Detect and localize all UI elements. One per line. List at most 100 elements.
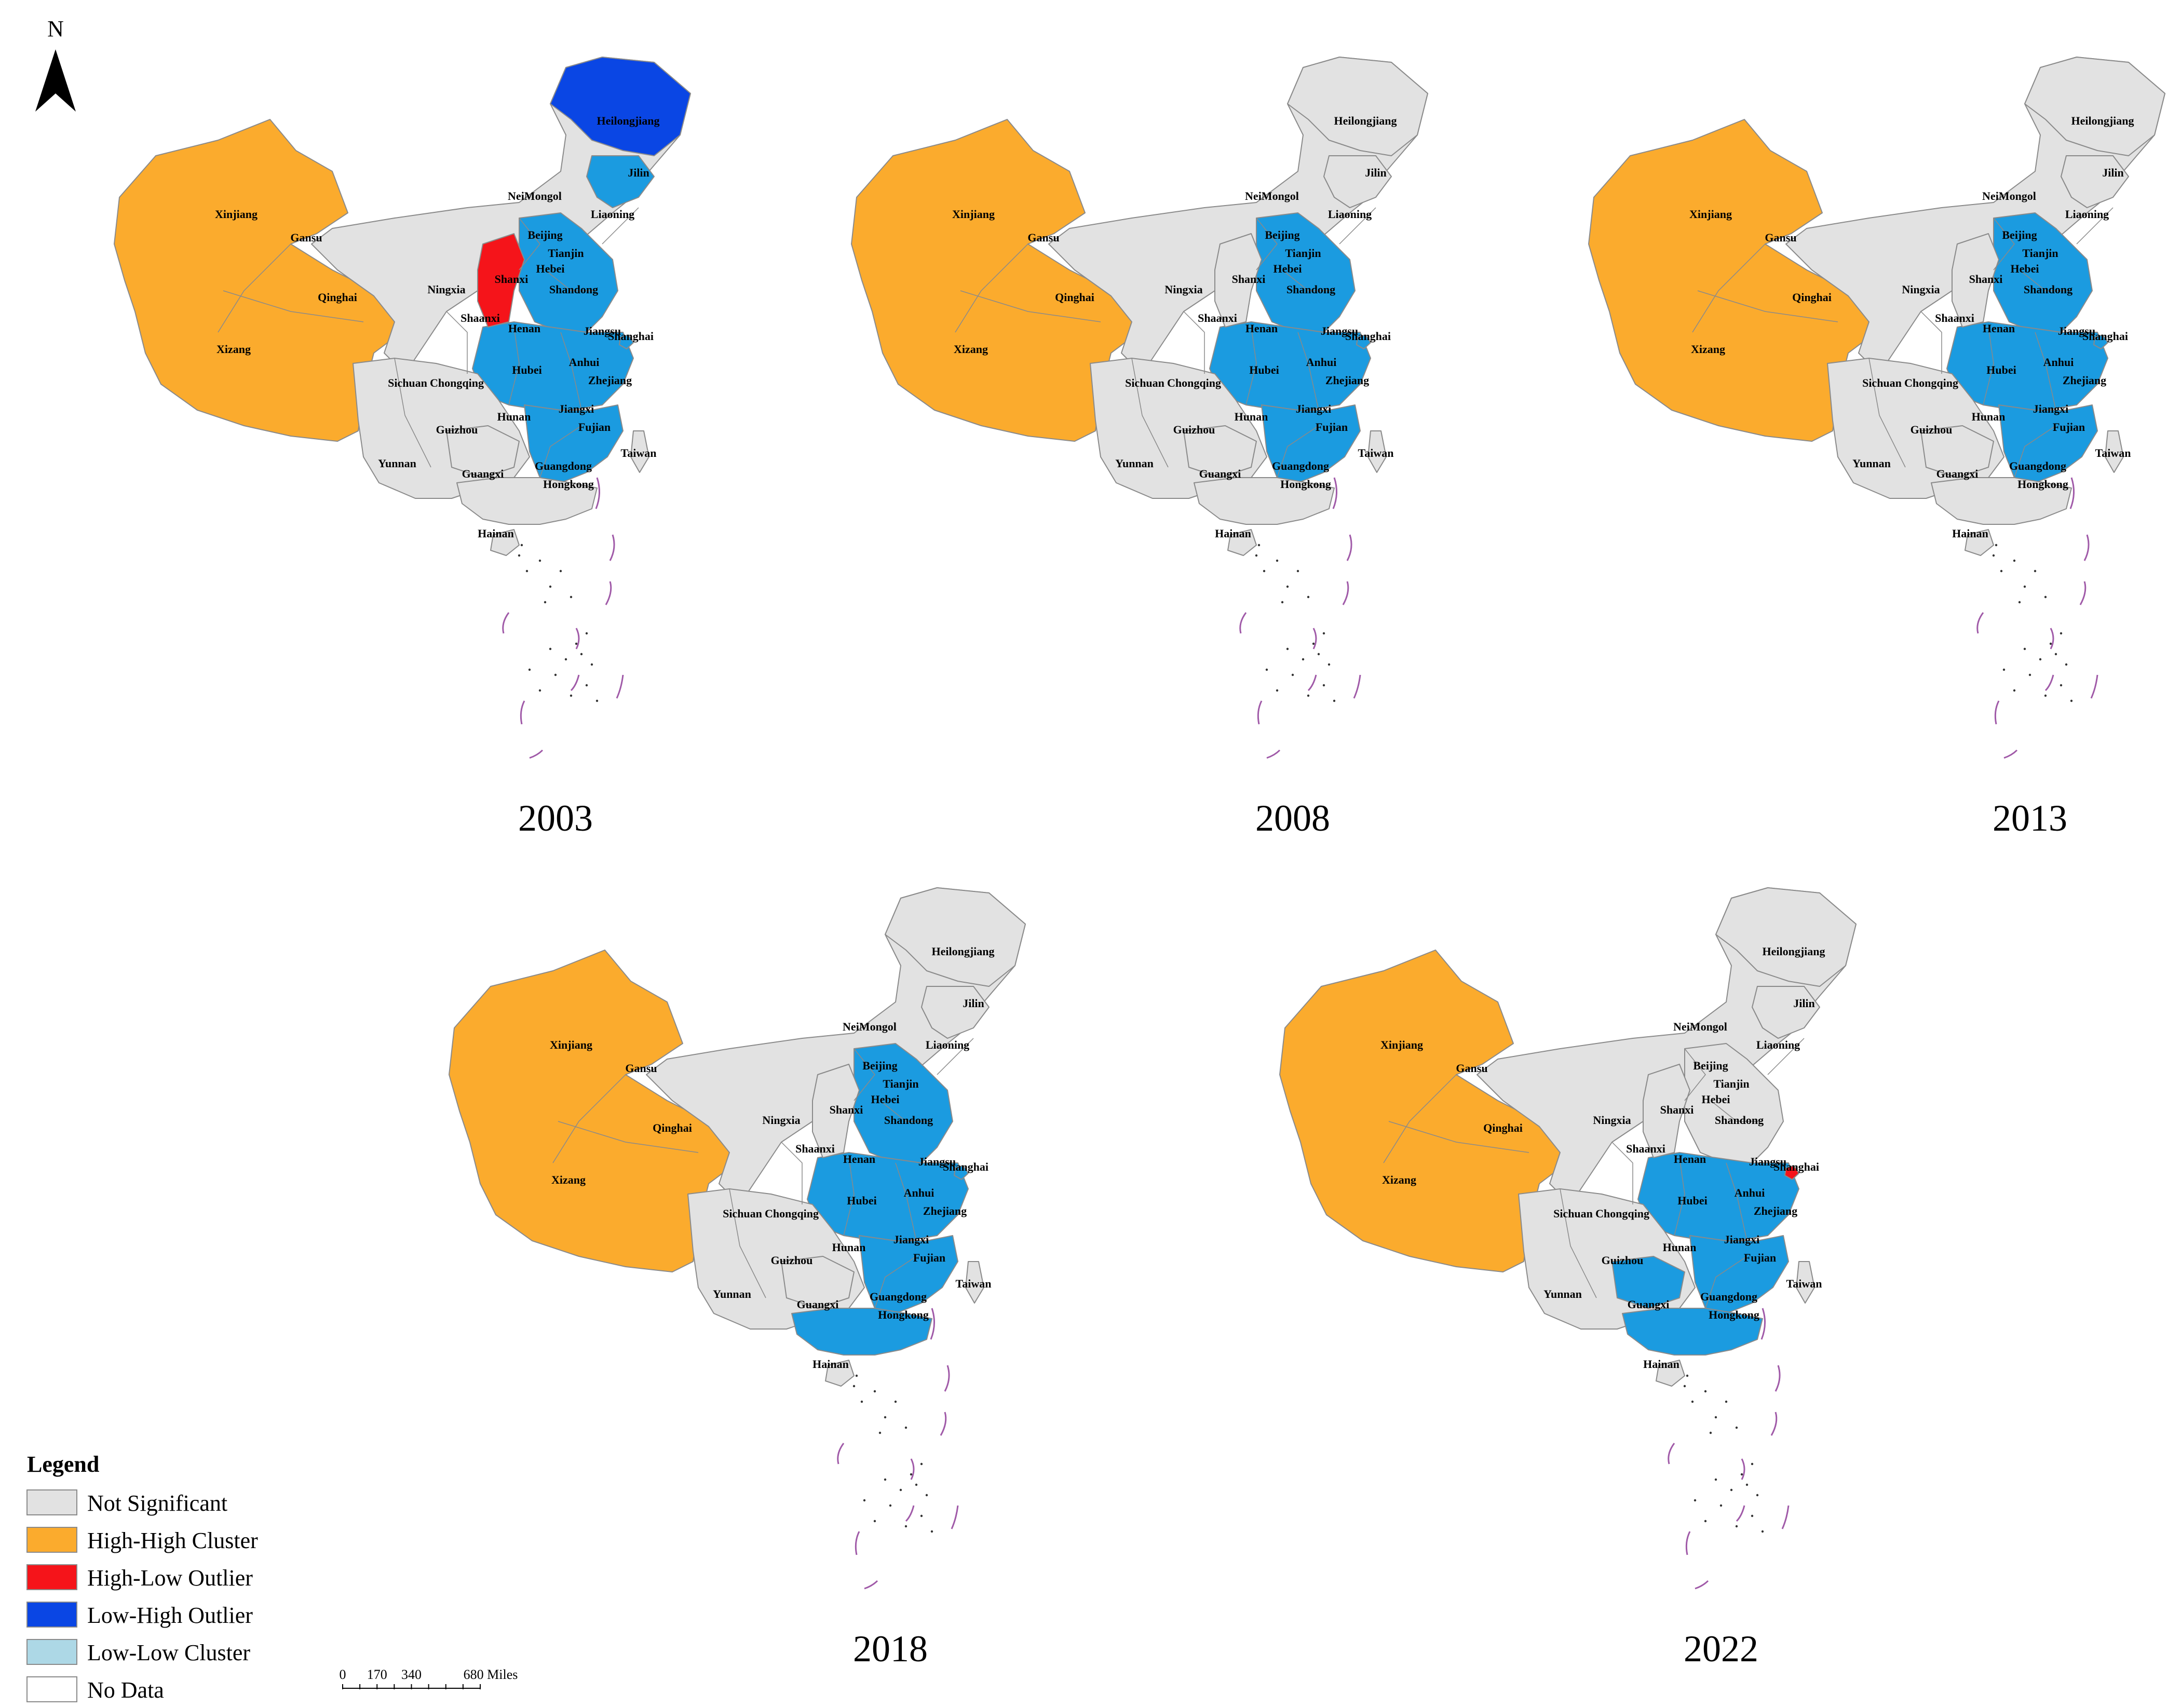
- province-label: Shanxi: [495, 273, 529, 286]
- province-label: Sichuan: [723, 1207, 762, 1220]
- nine-dash-segment: [595, 477, 600, 509]
- map-panel-2018: Xinjiang Xizang Qinghai Gansu NeiMongol Heilo…: [449, 887, 1026, 1670]
- region-guizhou: [1920, 425, 1994, 478]
- island-dot: [580, 653, 583, 656]
- island-dot: [2060, 684, 2063, 687]
- province-label: Ningxia: [1593, 1114, 1631, 1127]
- region-south: [791, 1308, 932, 1355]
- region-south: [1931, 477, 2072, 525]
- province-label: Heilongjiang: [597, 114, 659, 127]
- province-label: Beijing: [1265, 228, 1299, 241]
- island-dot: [1751, 1514, 1754, 1517]
- province-label: Hubei: [1677, 1194, 1707, 1207]
- island-dot: [2054, 653, 2057, 656]
- province-label: Chongqing: [430, 376, 484, 389]
- province-border: [1131, 358, 1169, 468]
- province-border: [781, 1142, 803, 1204]
- island-dot: [2049, 642, 2052, 645]
- nine-dash-segment: [1307, 674, 1317, 692]
- legend-swatch-nd: [26, 1676, 77, 1702]
- island-dot: [2002, 668, 2006, 671]
- province-label: Jiangsu: [2058, 324, 2095, 337]
- nine-dash-segment: [502, 612, 510, 634]
- province-label: Yunnan: [713, 1287, 751, 1300]
- province-label: Jiangsu: [1321, 324, 1358, 337]
- province-label: Hubei: [1986, 363, 2016, 376]
- province-label: Henan: [1983, 322, 2015, 335]
- province-border: [895, 1162, 917, 1241]
- nine-dash-segment: [864, 1580, 878, 1590]
- province-label: Jiangxi: [2033, 402, 2068, 415]
- province-label: Beijing: [862, 1059, 897, 1072]
- map-panel-2013: Xinjiang Xizang Qinghai Gansu NeiMongol Heilo…: [1588, 57, 2165, 839]
- province-label: Anhui: [569, 356, 600, 369]
- island-dot: [1992, 554, 1995, 557]
- province-border: [446, 311, 468, 374]
- province-label: Liaoning: [1756, 1038, 1800, 1051]
- north-arrow-label: N: [47, 16, 64, 42]
- region-shanxi: [477, 233, 525, 328]
- island-dot: [585, 684, 588, 687]
- island-dot: [1317, 653, 1320, 656]
- region-jilin: [921, 986, 990, 1039]
- island-dot: [920, 1462, 923, 1466]
- region-shanghai: [2093, 334, 2108, 349]
- province-label: Shaanxi: [460, 311, 500, 324]
- province-border: [1767, 1038, 1805, 1075]
- province-label: Jiangxi: [1296, 402, 1331, 415]
- nine-dash-segment: [1760, 1308, 1766, 1340]
- island-dot: [518, 554, 521, 557]
- province-label: Shanghai: [1773, 1160, 1819, 1173]
- province-border: [2019, 269, 2071, 291]
- province-border: [960, 290, 1101, 322]
- island-dot: [1307, 694, 1310, 697]
- province-border: [1983, 327, 1994, 405]
- island-dot: [860, 1400, 863, 1403]
- province-label: Heilongjiang: [2071, 114, 2134, 127]
- province-label: Heilongjiang: [1334, 114, 1397, 127]
- province-border: [1339, 207, 1376, 245]
- province-label: Tianjin: [548, 247, 584, 260]
- island-dot: [575, 642, 578, 645]
- region-guizhou: [446, 425, 520, 478]
- province-label: Guizhou: [436, 423, 478, 436]
- region-northeast: [1715, 887, 1857, 987]
- province-label: Yunnan: [1115, 457, 1154, 470]
- province-label: Gansu: [1027, 231, 1059, 244]
- province-label: Henan: [1674, 1153, 1706, 1165]
- province-label: Gansu: [1765, 231, 1796, 244]
- province-label: Anhui: [2043, 356, 2074, 369]
- legend-swatch-ll: [26, 1639, 77, 1665]
- nine-dash-segment: [570, 674, 580, 692]
- province-label: Shanghai: [1345, 330, 1391, 343]
- island-dot: [884, 1478, 887, 1481]
- province-label: Tianjin: [1285, 247, 1321, 260]
- island-dot: [904, 1426, 907, 1429]
- island-dot: [1296, 570, 1299, 573]
- province-label: Shandong: [884, 1114, 933, 1127]
- province-label: Xizang: [551, 1173, 586, 1186]
- legend-swatch-lh: [26, 1602, 77, 1628]
- region-shanghai: [619, 334, 634, 349]
- province-label: Jiangxi: [893, 1233, 929, 1246]
- region-jilin: [1323, 155, 1392, 208]
- scale-bar: 0 170 340 680 Miles: [340, 1667, 518, 1689]
- region-northwest: [114, 119, 405, 442]
- year-label: 2022: [1684, 1628, 1758, 1670]
- island-dot: [873, 1520, 876, 1523]
- island-dot: [1709, 1431, 1712, 1434]
- nine-dash-segment: [1342, 581, 1349, 605]
- province-label: NeiMongol: [1982, 189, 2036, 202]
- province-label: Beijing: [1693, 1059, 1728, 1072]
- scale-bar-label: 340: [401, 1667, 422, 1682]
- province-border: [223, 290, 364, 322]
- region-south: [1622, 1308, 1763, 1355]
- province-border: [1920, 311, 1942, 374]
- region-south: [1194, 477, 1335, 525]
- province-label: Ningxia: [1902, 283, 1940, 296]
- province-label: NeiMongol: [843, 1020, 897, 1033]
- region-shanghai: [1784, 1165, 1799, 1180]
- province-border: [854, 1048, 875, 1101]
- nine-dash-segment: [1257, 700, 1263, 725]
- nine-dash-segment: [575, 628, 580, 649]
